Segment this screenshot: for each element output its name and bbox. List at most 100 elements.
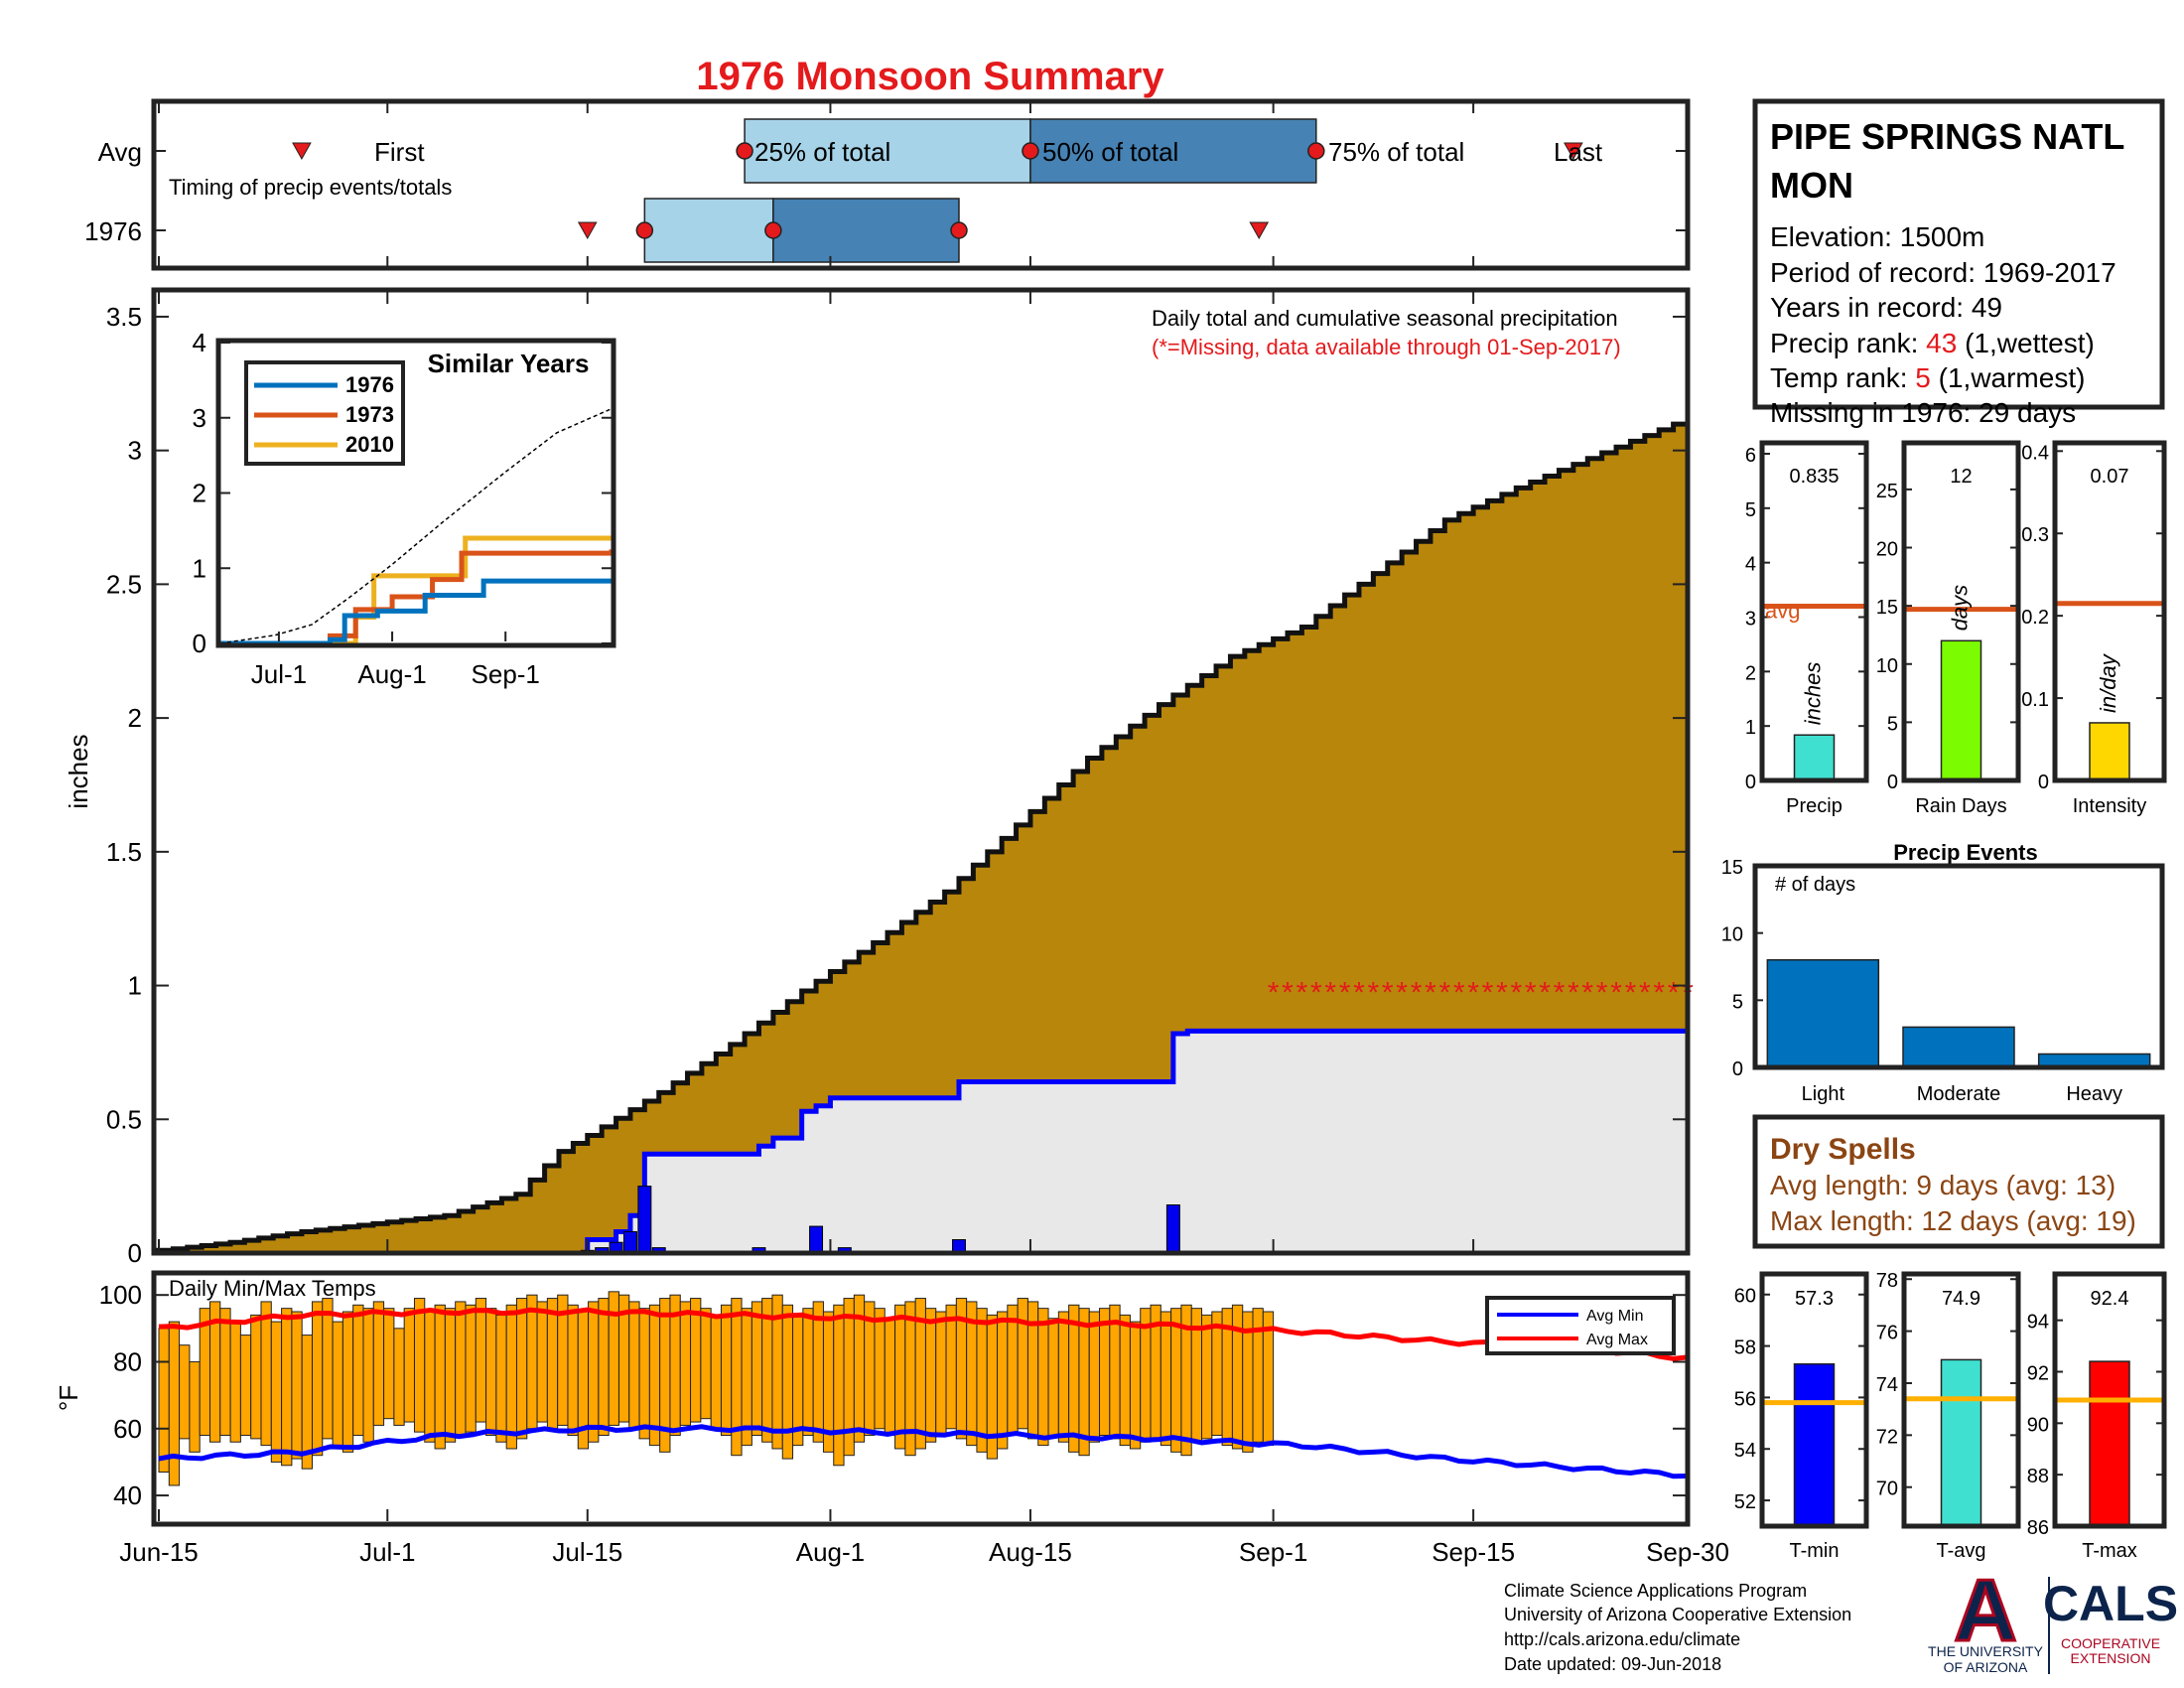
temp-legend-box	[1485, 1296, 1676, 1355]
daily-temp-bar	[710, 1314, 722, 1430]
year-marker-50	[764, 221, 782, 239]
station-name-line1: PIPE SPRINGS NATL	[1770, 116, 2124, 157]
tempbar-panel-frame	[1901, 1271, 2021, 1529]
event-ytick-label: 15	[1721, 857, 1743, 879]
timing-row-label-avg: Avg	[98, 137, 142, 167]
tempbar-t-min	[1793, 1362, 1836, 1527]
figure-title: 1976 Monsoon Summary	[696, 55, 1164, 98]
station-info: PIPE SPRINGS NATL MON Elevation: 1500m P…	[1752, 98, 2165, 428]
stat-panel-frame	[1759, 440, 1869, 783]
precip-ytick-label: 3.5	[106, 302, 142, 332]
event-bar-moderate	[1902, 1026, 2015, 1068]
inset-ytick-label: 2	[193, 479, 206, 508]
logo-coop-line1: COOPERATIVE	[2061, 1635, 2160, 1651]
events-plot: Light Moderate Heavy 0 5 10 15	[1721, 857, 2165, 1105]
inset-frame	[215, 338, 616, 648]
year-box-50-75	[772, 198, 960, 263]
event-ytick-label: 0	[1732, 1058, 1743, 1080]
daily-temp-bar	[270, 1321, 283, 1463]
precip-plot: * * * * * * * * * * * * * * * * * * * * * * * * * * * * * *	[156, 418, 1694, 1256]
daily-temp-bar	[628, 1301, 640, 1430]
stat-panel-label: Precip	[1786, 795, 1843, 817]
daily-temp-bar	[1170, 1308, 1182, 1453]
precip-ytick-label: 2.5	[106, 569, 142, 599]
x-axis-date-label: Aug-15	[989, 1537, 1072, 1567]
footer-line4: Date updated: 09-Jun-2018	[1504, 1654, 1721, 1674]
dry-spells-title: Dry Spells	[1770, 1133, 1916, 1166]
stat-value-label: 0.835	[1789, 466, 1839, 488]
station-temp-rank: Temp rank: 5 (1,warmest)	[1770, 362, 2085, 393]
tempbar-panel-frame	[2052, 1271, 2167, 1529]
timing-label-50: 50% of total	[1042, 137, 1178, 167]
station-period: Period of record: 1969-2017	[1770, 257, 2116, 288]
station-years: Years in record: 49	[1770, 292, 2002, 323]
x-axis-date-label: Sep-30	[1646, 1537, 1729, 1567]
daily-temp-bar	[945, 1304, 957, 1430]
daily-temp-bar	[332, 1321, 343, 1447]
missing-marker: *	[1496, 977, 1508, 1010]
timing-panel: Avg 1976 Timing of precip events/totals …	[84, 98, 1691, 271]
tempbar-t-avg	[1940, 1358, 1982, 1527]
stat-ytick-label: 10	[1876, 655, 1898, 677]
precip-rank-value: 43	[1926, 328, 1957, 358]
precip-ytick-label: 0	[128, 1238, 142, 1268]
daily-temp-bar	[1099, 1308, 1111, 1437]
dry-spells-avg: Avg length: 9 days (avg: 13)	[1770, 1170, 2116, 1200]
daily-precip-bar	[809, 1225, 824, 1254]
event-category-label: Heavy	[2066, 1083, 2122, 1105]
daily-temp-bar	[1017, 1298, 1028, 1430]
stat-unit-label: days	[1948, 585, 1973, 631]
temp-panel-frame	[151, 1270, 1691, 1527]
station-precip-rank: Precip rank: 43 (1,wettest)	[1770, 328, 2095, 358]
daily-temp-bar	[424, 1311, 436, 1443]
avg-marker-last	[1564, 142, 1583, 161]
logo-univ-line1: THE UNIVERSITY	[1928, 1643, 2044, 1659]
avg-marker-first	[292, 142, 312, 161]
event-ytick-label: 5	[1732, 991, 1743, 1013]
tempbar-panel-label: T-max	[2082, 1540, 2137, 1562]
precip-rank-label: Precip rank:	[1770, 328, 1926, 358]
daily-temp-bar	[515, 1298, 528, 1440]
temp-rank-note: (1,warmest)	[1931, 362, 2086, 393]
missing-marker: *	[1639, 977, 1651, 1010]
daily-temp-bar	[997, 1311, 1009, 1450]
inset-legend: 1976 1973 2010	[254, 372, 394, 457]
daily-temp-bar	[700, 1308, 712, 1420]
event-bar-light	[1766, 958, 1880, 1068]
avg-max-line	[158, 1307, 1689, 1361]
x-axis-date-label: Sep-1	[1239, 1537, 1307, 1567]
station-missing: Missing in 1976: 29 days	[1770, 397, 2076, 428]
tempbar-ytick-label: 76	[1876, 1323, 1898, 1344]
logo-cals: CALS	[2043, 1576, 2178, 1631]
daily-temp-bar	[638, 1308, 650, 1440]
timing-panel-frame	[151, 98, 1691, 271]
temp-plot	[158, 1291, 1689, 1486]
daily-temp-bar	[393, 1328, 405, 1426]
stat-ytick-label: 2	[1745, 662, 1756, 684]
dry-spells-max: Max length: 12 days (avg: 19)	[1770, 1205, 2136, 1236]
x-axis-date-label: Sep-15	[1432, 1537, 1515, 1567]
inset-legend-label: 1973	[345, 402, 394, 427]
precip-ytick-label: 2	[128, 703, 142, 733]
precip-events-panel: Precip Events Light Moderate Heavy 0 5 10 15 #…	[1721, 840, 2165, 1105]
avg-marker-75	[1307, 142, 1325, 160]
daily-temp-bar	[1160, 1311, 1172, 1447]
daily-temp-bar	[322, 1298, 334, 1440]
daily-temp-bar	[341, 1311, 354, 1453]
timing-label-first: First	[374, 137, 425, 167]
stat-bar-rain-days	[1940, 639, 1982, 781]
daily-temp-bar	[1119, 1314, 1131, 1447]
tempbar-ytick-label: 86	[2027, 1517, 2049, 1539]
daily-temp-bar	[403, 1308, 415, 1423]
temp-panel: 40 60 80 100 Jun-15 Jul-1 Jul-15 Aug-1 Aug-15 Sep…	[54, 1270, 1729, 1567]
stat-ytick-label: 15	[1876, 597, 1898, 619]
year-marker-last	[1249, 221, 1270, 240]
daily-temp-bar	[598, 1298, 610, 1437]
stat-ytick-label: 0.3	[2021, 524, 2049, 546]
dry-spells-panel: Dry Spells Avg length: 9 days (avg: 13) …	[1752, 1114, 2165, 1249]
timing-bars	[156, 103, 1689, 266]
missing-marker: *	[1268, 977, 1280, 1010]
stat-unit-label: in/day	[2096, 652, 2120, 713]
stat-panel-frame	[1901, 440, 2021, 783]
